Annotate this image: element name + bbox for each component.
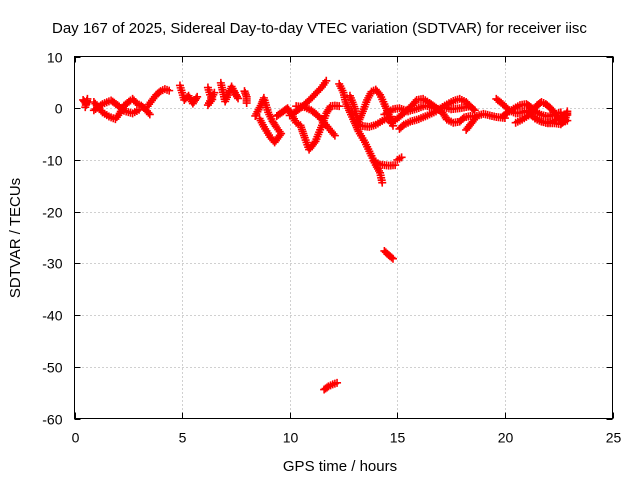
data-point: [165, 86, 174, 95]
data-cluster: [292, 102, 339, 140]
data-cluster: [203, 83, 219, 110]
data-point: [387, 253, 396, 262]
data-cluster: [393, 153, 406, 164]
y-tick-label: -50: [42, 360, 62, 376]
y-tick-label: 0: [55, 101, 63, 117]
data-point: [388, 254, 397, 263]
chart-title: Day 167 of 2025, Sidereal Day-to-day VTE…: [52, 20, 587, 37]
x-tick-label: 10: [283, 430, 299, 446]
data-point: [563, 110, 572, 119]
data-cluster: [79, 94, 92, 112]
data-point: [330, 131, 339, 140]
data-cluster: [462, 109, 509, 134]
data-point: [230, 88, 239, 97]
y-axis-label: SDTVAR / TECUs: [7, 178, 24, 298]
y-tick-label: -60: [42, 412, 62, 428]
y-tick-label: -30: [42, 256, 62, 272]
x-tick-label: 25: [606, 430, 622, 446]
data-cluster: [240, 87, 251, 108]
data-point: [145, 110, 154, 119]
data-cluster: [272, 101, 344, 154]
data-point: [374, 89, 383, 98]
data-point: [210, 88, 219, 97]
data-point: [391, 161, 400, 170]
data-series: [79, 76, 572, 394]
y-tick-label: -10: [42, 153, 62, 169]
data-point: [242, 99, 251, 108]
data-point: [378, 178, 387, 187]
data-point: [335, 102, 344, 111]
x-tick-label: 5: [179, 430, 187, 446]
data-point: [81, 103, 90, 112]
x-tick-labels: 0 5 10 15 20 25: [72, 430, 622, 446]
data-point: [255, 114, 264, 123]
data-point: [192, 94, 201, 103]
x-axis-label: GPS time / hours: [283, 458, 397, 475]
data-cluster: [369, 156, 400, 170]
data-point: [397, 153, 406, 162]
data-cluster: [143, 85, 174, 111]
axis-ticks: [74, 56, 614, 420]
x-tick-label: 0: [72, 430, 80, 446]
data-point: [333, 378, 342, 387]
data-point: [469, 105, 478, 114]
x-tick-label: 15: [390, 430, 406, 446]
data-cluster: [175, 81, 202, 108]
data-cluster: [531, 107, 572, 129]
data-point: [193, 92, 202, 101]
y-tick-label: -40: [42, 308, 62, 324]
data-cluster: [128, 94, 154, 119]
data-cluster: [320, 378, 342, 394]
data-cluster: [89, 96, 144, 118]
data-point: [229, 87, 238, 96]
x-tick-label: 20: [498, 430, 514, 446]
data-point: [329, 129, 338, 138]
plot-frame: [74, 56, 613, 419]
data-cluster: [216, 78, 243, 106]
data-point: [322, 76, 331, 85]
data-cluster: [386, 94, 479, 127]
data-cluster: [511, 98, 572, 127]
data-cluster: [380, 246, 397, 263]
data-point: [470, 106, 479, 115]
data-cluster: [251, 93, 286, 147]
data-cluster: [395, 94, 479, 133]
y-tick-label: -20: [42, 205, 62, 221]
y-tick-label: 10: [47, 50, 63, 66]
y-tick-labels: -60 -50 -40 -30 -20 -10 0 10: [42, 50, 62, 428]
